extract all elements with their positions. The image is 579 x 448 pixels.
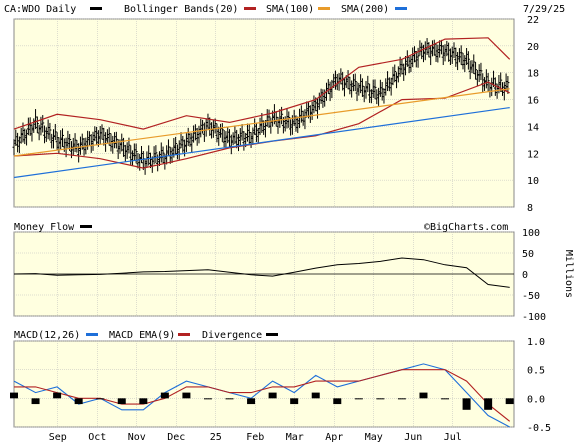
divergence-bar (311, 392, 320, 399)
macd-tick-label: 0.0 (527, 394, 545, 405)
divergence-bar (53, 392, 62, 399)
price-tick-label: 16 (527, 96, 539, 107)
x-tick-label: May (365, 432, 383, 443)
price-tick-label: 12 (527, 149, 539, 160)
divergence-bar (354, 398, 363, 400)
price-tick-label: 20 (527, 42, 539, 53)
price-tick-label: 22 (527, 15, 539, 26)
money-flow-unit: Millions (563, 250, 574, 298)
divergence-bar (10, 392, 18, 399)
money-flow-tick-label: 0 (522, 270, 528, 281)
divergence-bar (290, 398, 299, 405)
divergence-bar (376, 398, 385, 400)
divergence-bar (505, 398, 514, 405)
divergence-bar (182, 392, 191, 399)
axis-ticks: Sep Oct Nov Dec 25 Feb Mar Apr May Jun Jul 8 10 12 14 1… (49, 15, 551, 443)
money-flow-tick-label: -50 (522, 291, 540, 302)
money-flow-tick-label: 50 (522, 249, 534, 260)
grid (14, 18, 514, 428)
money-flow-label: Money Flow (14, 222, 75, 233)
price-tick-label: 10 (527, 176, 539, 187)
price-series-line (13, 107, 510, 179)
bollinger-legend-swatch (244, 7, 256, 10)
divergence-bar (139, 398, 148, 405)
money-flow-legend-swatch (80, 225, 92, 228)
date-label: 7/29/25 (523, 4, 565, 15)
x-tick-label: Oct (88, 432, 106, 443)
price-series-line (13, 88, 510, 157)
sma200-label: SMA(200) (341, 4, 389, 15)
divergence-bar (203, 398, 212, 400)
price-panel (13, 18, 515, 208)
divergence-bar (74, 398, 83, 405)
divergence-bar (397, 398, 406, 400)
divergence-bar (441, 398, 450, 400)
divergence-bar (117, 398, 126, 405)
price-tick-label: 18 (527, 69, 539, 80)
x-tick-label: Apr (325, 432, 343, 443)
macd-tick-label: -0.5 (527, 423, 551, 434)
x-tick-label: Jul (444, 432, 462, 443)
x-tick-label: Mar (286, 432, 304, 443)
divergence-bar (268, 392, 277, 399)
macd-series-line (14, 369, 511, 422)
macd-legend-swatch (86, 333, 98, 336)
sma200-legend-swatch (395, 7, 407, 10)
x-tick-label: Jun (404, 432, 422, 443)
x-tick-label: 25 (210, 432, 222, 443)
sma100-legend-swatch (318, 7, 330, 10)
symbol-label: CA:WDO Daily (4, 4, 76, 15)
money-flow-tick-label: -100 (522, 312, 546, 323)
money-flow-tick-label: 100 (522, 228, 540, 239)
x-tick-label: Nov (128, 432, 146, 443)
divergence-bar (96, 398, 105, 400)
divergence-bar (247, 398, 256, 405)
divergence-bar (484, 398, 493, 410)
price-legend-swatch (90, 7, 102, 10)
macd-tick-label: 0.5 (527, 366, 545, 377)
divergence-bar (160, 392, 169, 399)
divergence-legend-swatch (266, 333, 278, 336)
macd-panel (13, 340, 515, 428)
divergence-label: Divergence (202, 330, 262, 341)
divergence-bar (225, 398, 234, 400)
macd-ema-label: MACD EMA(9) (109, 330, 175, 341)
price-tick-label: 8 (527, 203, 533, 214)
price-tick-label: 14 (527, 122, 539, 133)
macd-label: MACD(12,26) (14, 330, 80, 341)
macd-ema-legend-swatch (178, 333, 190, 336)
divergence-bar (31, 398, 40, 405)
money-flow-line (13, 257, 510, 288)
x-tick-label: Sep (49, 432, 67, 443)
chart-marks (10, 37, 514, 428)
x-tick-label: Feb (246, 432, 264, 443)
price-series-line (13, 37, 511, 130)
divergence-bar (462, 398, 471, 410)
divergence-bar (419, 392, 428, 399)
macd-tick-label: 1.0 (527, 337, 545, 348)
divergence-bar (333, 398, 342, 405)
x-tick-label: Dec (167, 432, 185, 443)
watermark: ©BigCharts.com (424, 222, 508, 233)
sma100-label: SMA(100) (266, 4, 314, 15)
bollinger-label: Bollinger Bands(20) (124, 4, 238, 15)
